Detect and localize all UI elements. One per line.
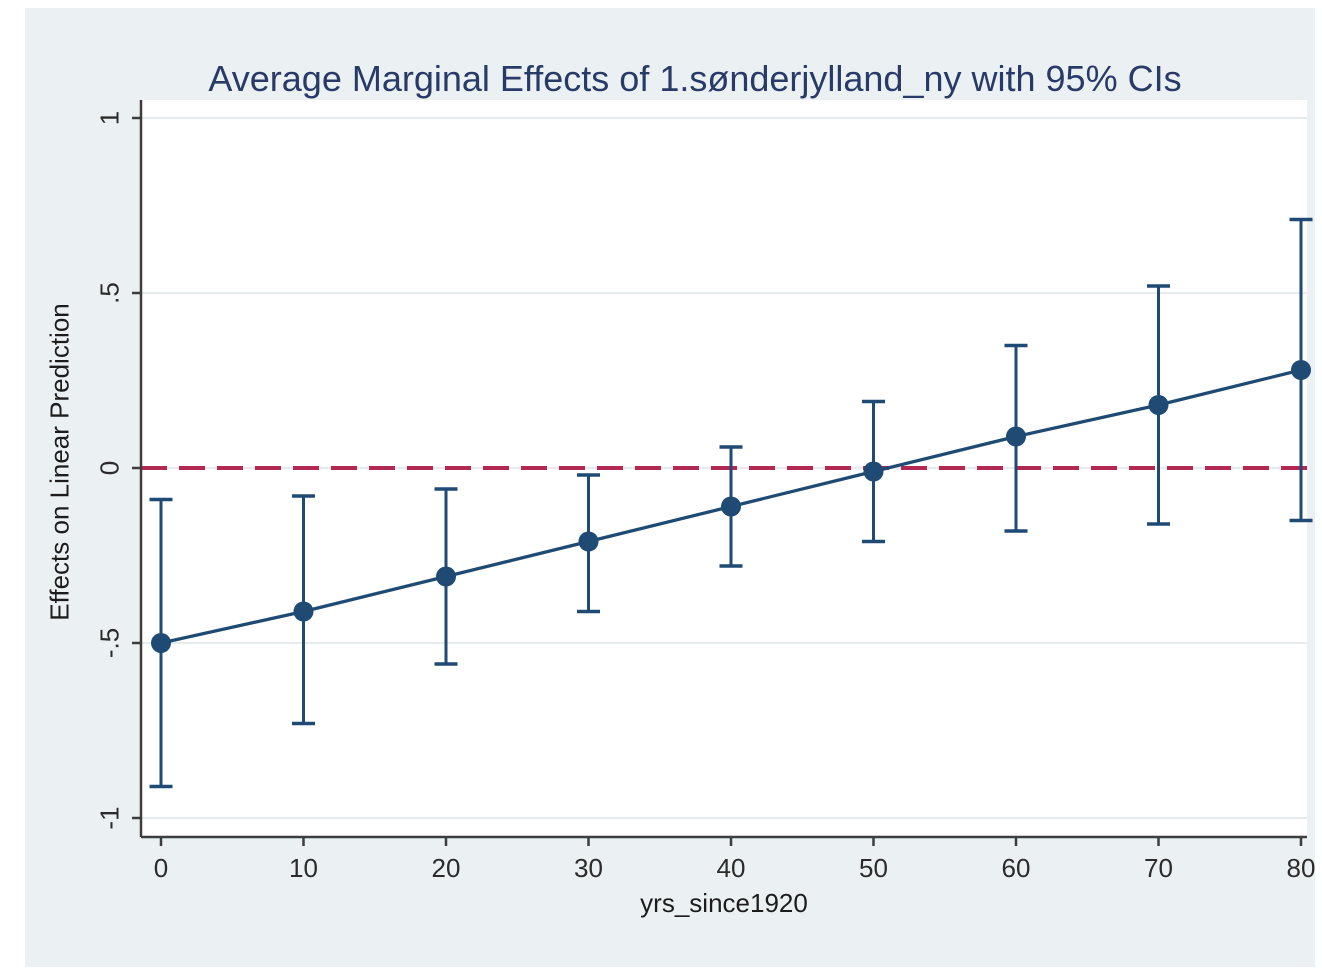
x-tick-label: 10 [289, 853, 318, 883]
x-tick-label: 0 [153, 853, 169, 883]
x-tick-label: 20 [431, 853, 461, 883]
y-axis-title: Effects on Linear Prediction [44, 303, 75, 621]
data-point-marker [1291, 360, 1311, 380]
y-tick-label: -1 [94, 806, 125, 830]
data-point-marker [578, 531, 599, 552]
data-point-marker [293, 601, 314, 622]
x-axis-title: yrs_since1920 [640, 888, 808, 918]
y-tick-label: .5 [94, 282, 125, 304]
x-tick-label: 30 [574, 853, 603, 883]
y-tick-label: 0 [94, 460, 125, 476]
data-point-marker [151, 633, 171, 653]
data-point-marker [1006, 426, 1026, 447]
data-point-marker [863, 461, 884, 482]
y-tick-label: -.5 [94, 627, 125, 659]
x-tick-label: 60 [1001, 853, 1031, 883]
y-tick-label: 1 [94, 110, 125, 126]
data-point-marker [1148, 395, 1169, 415]
x-tick-label: 50 [859, 853, 888, 883]
data-point-marker [436, 566, 456, 587]
x-tick-label: 40 [716, 853, 746, 883]
x-tick-label: 70 [1144, 853, 1173, 883]
x-tick-label: 80 [1286, 853, 1316, 883]
data-point-marker [721, 496, 741, 517]
chart-title: Average Marginal Effects of 1.sønderjyll… [208, 58, 1182, 99]
